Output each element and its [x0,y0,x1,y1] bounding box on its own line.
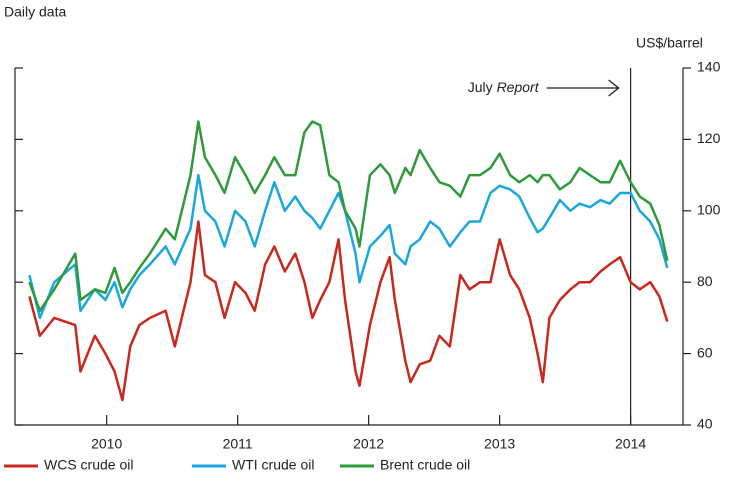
annotation: July Report [468,79,540,95]
chart-subtitle: Daily data [4,4,66,20]
x-tick-label: 2012 [353,436,384,452]
y-tick-label: 40 [697,416,713,432]
x-tick-label: 2011 [223,436,253,452]
y-tick-label: 60 [697,344,713,360]
x-tick-label: 2010 [91,436,122,452]
y-tick-label: 80 [697,273,713,289]
y-tick-label: 100 [697,202,721,218]
legend-label: WTI crude oil [232,457,314,473]
x-tick-label: 2013 [484,436,515,452]
annotation-text-italic: Report [497,79,540,95]
series-line [28,120,669,313]
annotation-arrowhead [608,79,620,97]
series-line [28,220,669,402]
y-tick-label: 140 [697,59,721,75]
y-axis-label: US$/barrel [636,35,703,51]
y-tick-label: 120 [697,130,721,146]
series-line [28,173,669,320]
legend-label: WCS crude oil [44,457,133,473]
x-tick-label: 2014 [615,436,646,452]
legend-label: Brent crude oil [380,457,470,473]
annotation-text: July [468,79,493,95]
